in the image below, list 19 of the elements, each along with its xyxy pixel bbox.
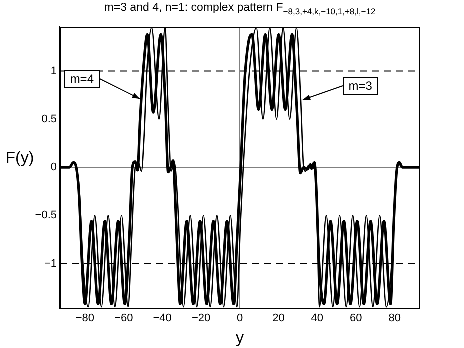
y-tick-label: −1 xyxy=(44,258,57,270)
x-tick-label: 60 xyxy=(350,312,362,325)
x-tick-label: 20 xyxy=(272,312,285,325)
x-tick-label: −20 xyxy=(192,312,211,325)
x-tick-label: −80 xyxy=(76,312,94,325)
x-axis-title: y xyxy=(236,330,244,347)
y-tick-label: 0 xyxy=(50,162,57,174)
x-tick-label: −60 xyxy=(114,312,134,325)
chart-title: m=3 and 4, n=1: complex pattern F$_{−8,3,+4,k,−10,1,+8,l,−12}$ xyxy=(103,2,377,16)
y-tick-label: −0.5 xyxy=(35,210,57,222)
annotation: m=3 xyxy=(342,77,378,96)
x-tick-label: 0 xyxy=(236,312,244,325)
x-tick-label: 80 xyxy=(388,312,401,325)
y-axis-title: F(y) xyxy=(4,150,36,168)
annotation: m=4 xyxy=(64,70,100,88)
x-tick-label: −40 xyxy=(153,312,172,325)
x-tick-label: 40 xyxy=(311,312,324,325)
y-tick-label: 1 xyxy=(50,65,57,78)
y-tick-label: 0.5 xyxy=(42,113,57,126)
